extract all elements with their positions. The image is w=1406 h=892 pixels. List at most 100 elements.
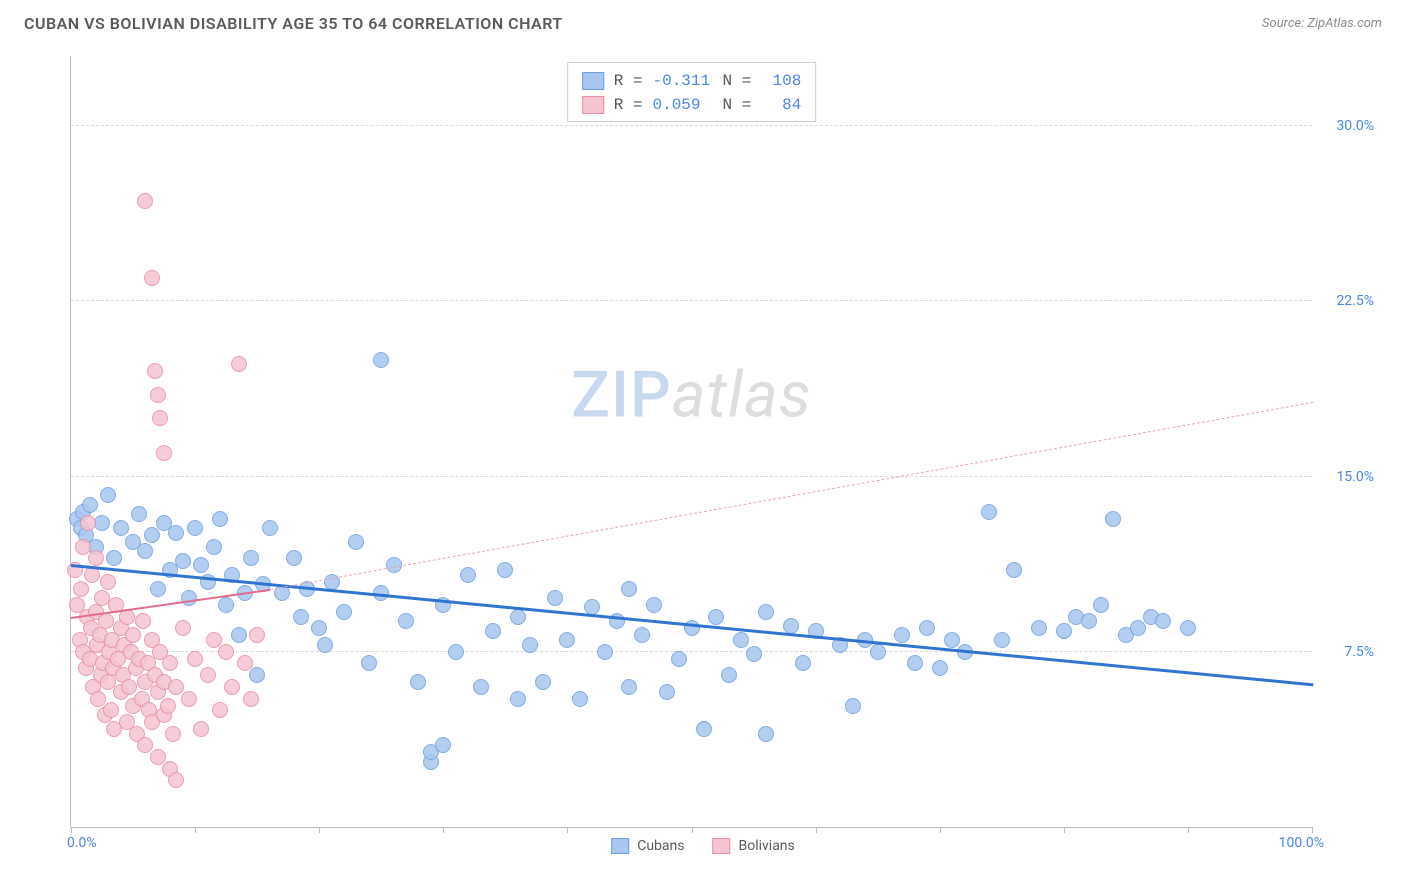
gridline — [71, 300, 1312, 301]
data-point — [131, 506, 147, 522]
data-point — [994, 632, 1010, 648]
data-point — [181, 691, 197, 707]
data-point — [746, 646, 762, 662]
x-tick — [1312, 827, 1313, 833]
r-label: R = — [614, 69, 643, 93]
n-label: N = — [723, 69, 752, 93]
data-point — [448, 644, 464, 660]
data-point — [460, 567, 476, 583]
data-point — [113, 520, 129, 536]
x-tick — [1188, 827, 1189, 833]
x-max-label: 100.0% — [1279, 835, 1324, 851]
data-point — [317, 637, 333, 653]
data-point — [497, 562, 513, 578]
data-point — [187, 520, 203, 536]
n-value: 108 — [761, 69, 801, 93]
x-tick — [71, 827, 72, 833]
data-point — [249, 667, 265, 683]
x-tick — [443, 827, 444, 833]
data-point — [212, 702, 228, 718]
data-point — [98, 613, 114, 629]
data-point — [559, 632, 575, 648]
n-label: N = — [723, 93, 752, 117]
data-point — [175, 553, 191, 569]
data-point — [218, 597, 234, 613]
legend-swatch — [582, 72, 604, 90]
x-tick — [567, 827, 568, 833]
x-tick — [692, 827, 693, 833]
data-point — [634, 627, 650, 643]
data-point — [243, 691, 259, 707]
data-point — [733, 632, 749, 648]
chart-container: Disability Age 35 to 64 ZIPatlas R =-0.3… — [24, 44, 1382, 858]
data-point — [696, 721, 712, 737]
data-point — [100, 487, 116, 503]
data-point — [144, 270, 160, 286]
gridline — [71, 125, 1312, 126]
data-point — [361, 655, 377, 671]
data-point — [88, 550, 104, 566]
data-point — [262, 520, 278, 536]
data-point — [721, 667, 737, 683]
x-tick — [940, 827, 941, 833]
data-point — [646, 597, 662, 613]
data-point — [200, 667, 216, 683]
data-point — [73, 581, 89, 597]
data-point — [175, 620, 191, 636]
x-tick — [816, 827, 817, 833]
data-point — [224, 679, 240, 695]
data-point — [103, 702, 119, 718]
data-point — [870, 644, 886, 660]
data-point — [144, 527, 160, 543]
data-point — [348, 534, 364, 550]
data-point — [165, 726, 181, 742]
data-point — [435, 737, 451, 753]
r-value: -0.311 — [653, 69, 713, 93]
data-point — [156, 445, 172, 461]
data-point — [758, 726, 774, 742]
data-point — [231, 627, 247, 643]
source-attribution: Source: ZipAtlas.com — [1262, 16, 1382, 31]
y-tick-label: 22.5% — [1336, 293, 1374, 309]
data-point — [218, 644, 234, 660]
data-point — [243, 550, 259, 566]
data-point — [932, 660, 948, 676]
data-point — [168, 525, 184, 541]
legend-label: Cubans — [637, 838, 684, 854]
x-min-label: 0.0% — [67, 835, 97, 851]
data-point — [1093, 597, 1109, 613]
data-point — [597, 644, 613, 660]
series-legend: CubansBolivians — [611, 838, 795, 854]
plot-area: ZIPatlas R =-0.311N =108R =0.059N =84 7.… — [70, 56, 1312, 828]
data-point — [311, 620, 327, 636]
data-point — [237, 655, 253, 671]
data-point — [193, 721, 209, 737]
data-point — [94, 515, 110, 531]
data-point — [485, 623, 501, 639]
data-point — [231, 356, 247, 372]
data-point — [187, 651, 203, 667]
legend-item: Cubans — [611, 838, 684, 854]
chart-title: CUBAN VS BOLIVIAN DISABILITY AGE 35 TO 6… — [24, 14, 563, 33]
data-point — [1031, 620, 1047, 636]
y-tick-label: 7.5% — [1344, 644, 1374, 660]
trend-line — [270, 402, 1313, 590]
data-point — [147, 363, 163, 379]
data-point — [82, 497, 98, 513]
data-point — [919, 620, 935, 636]
data-point — [1105, 511, 1121, 527]
data-point — [135, 613, 151, 629]
data-point — [1081, 613, 1097, 629]
legend-swatch — [712, 838, 730, 854]
data-point — [286, 550, 302, 566]
legend-swatch — [582, 96, 604, 114]
data-point — [522, 637, 538, 653]
data-point — [659, 684, 675, 700]
data-point — [137, 543, 153, 559]
data-point — [708, 609, 724, 625]
data-point — [795, 655, 811, 671]
r-value: 0.059 — [653, 93, 713, 117]
data-point — [410, 674, 426, 690]
data-point — [181, 590, 197, 606]
data-point — [162, 655, 178, 671]
